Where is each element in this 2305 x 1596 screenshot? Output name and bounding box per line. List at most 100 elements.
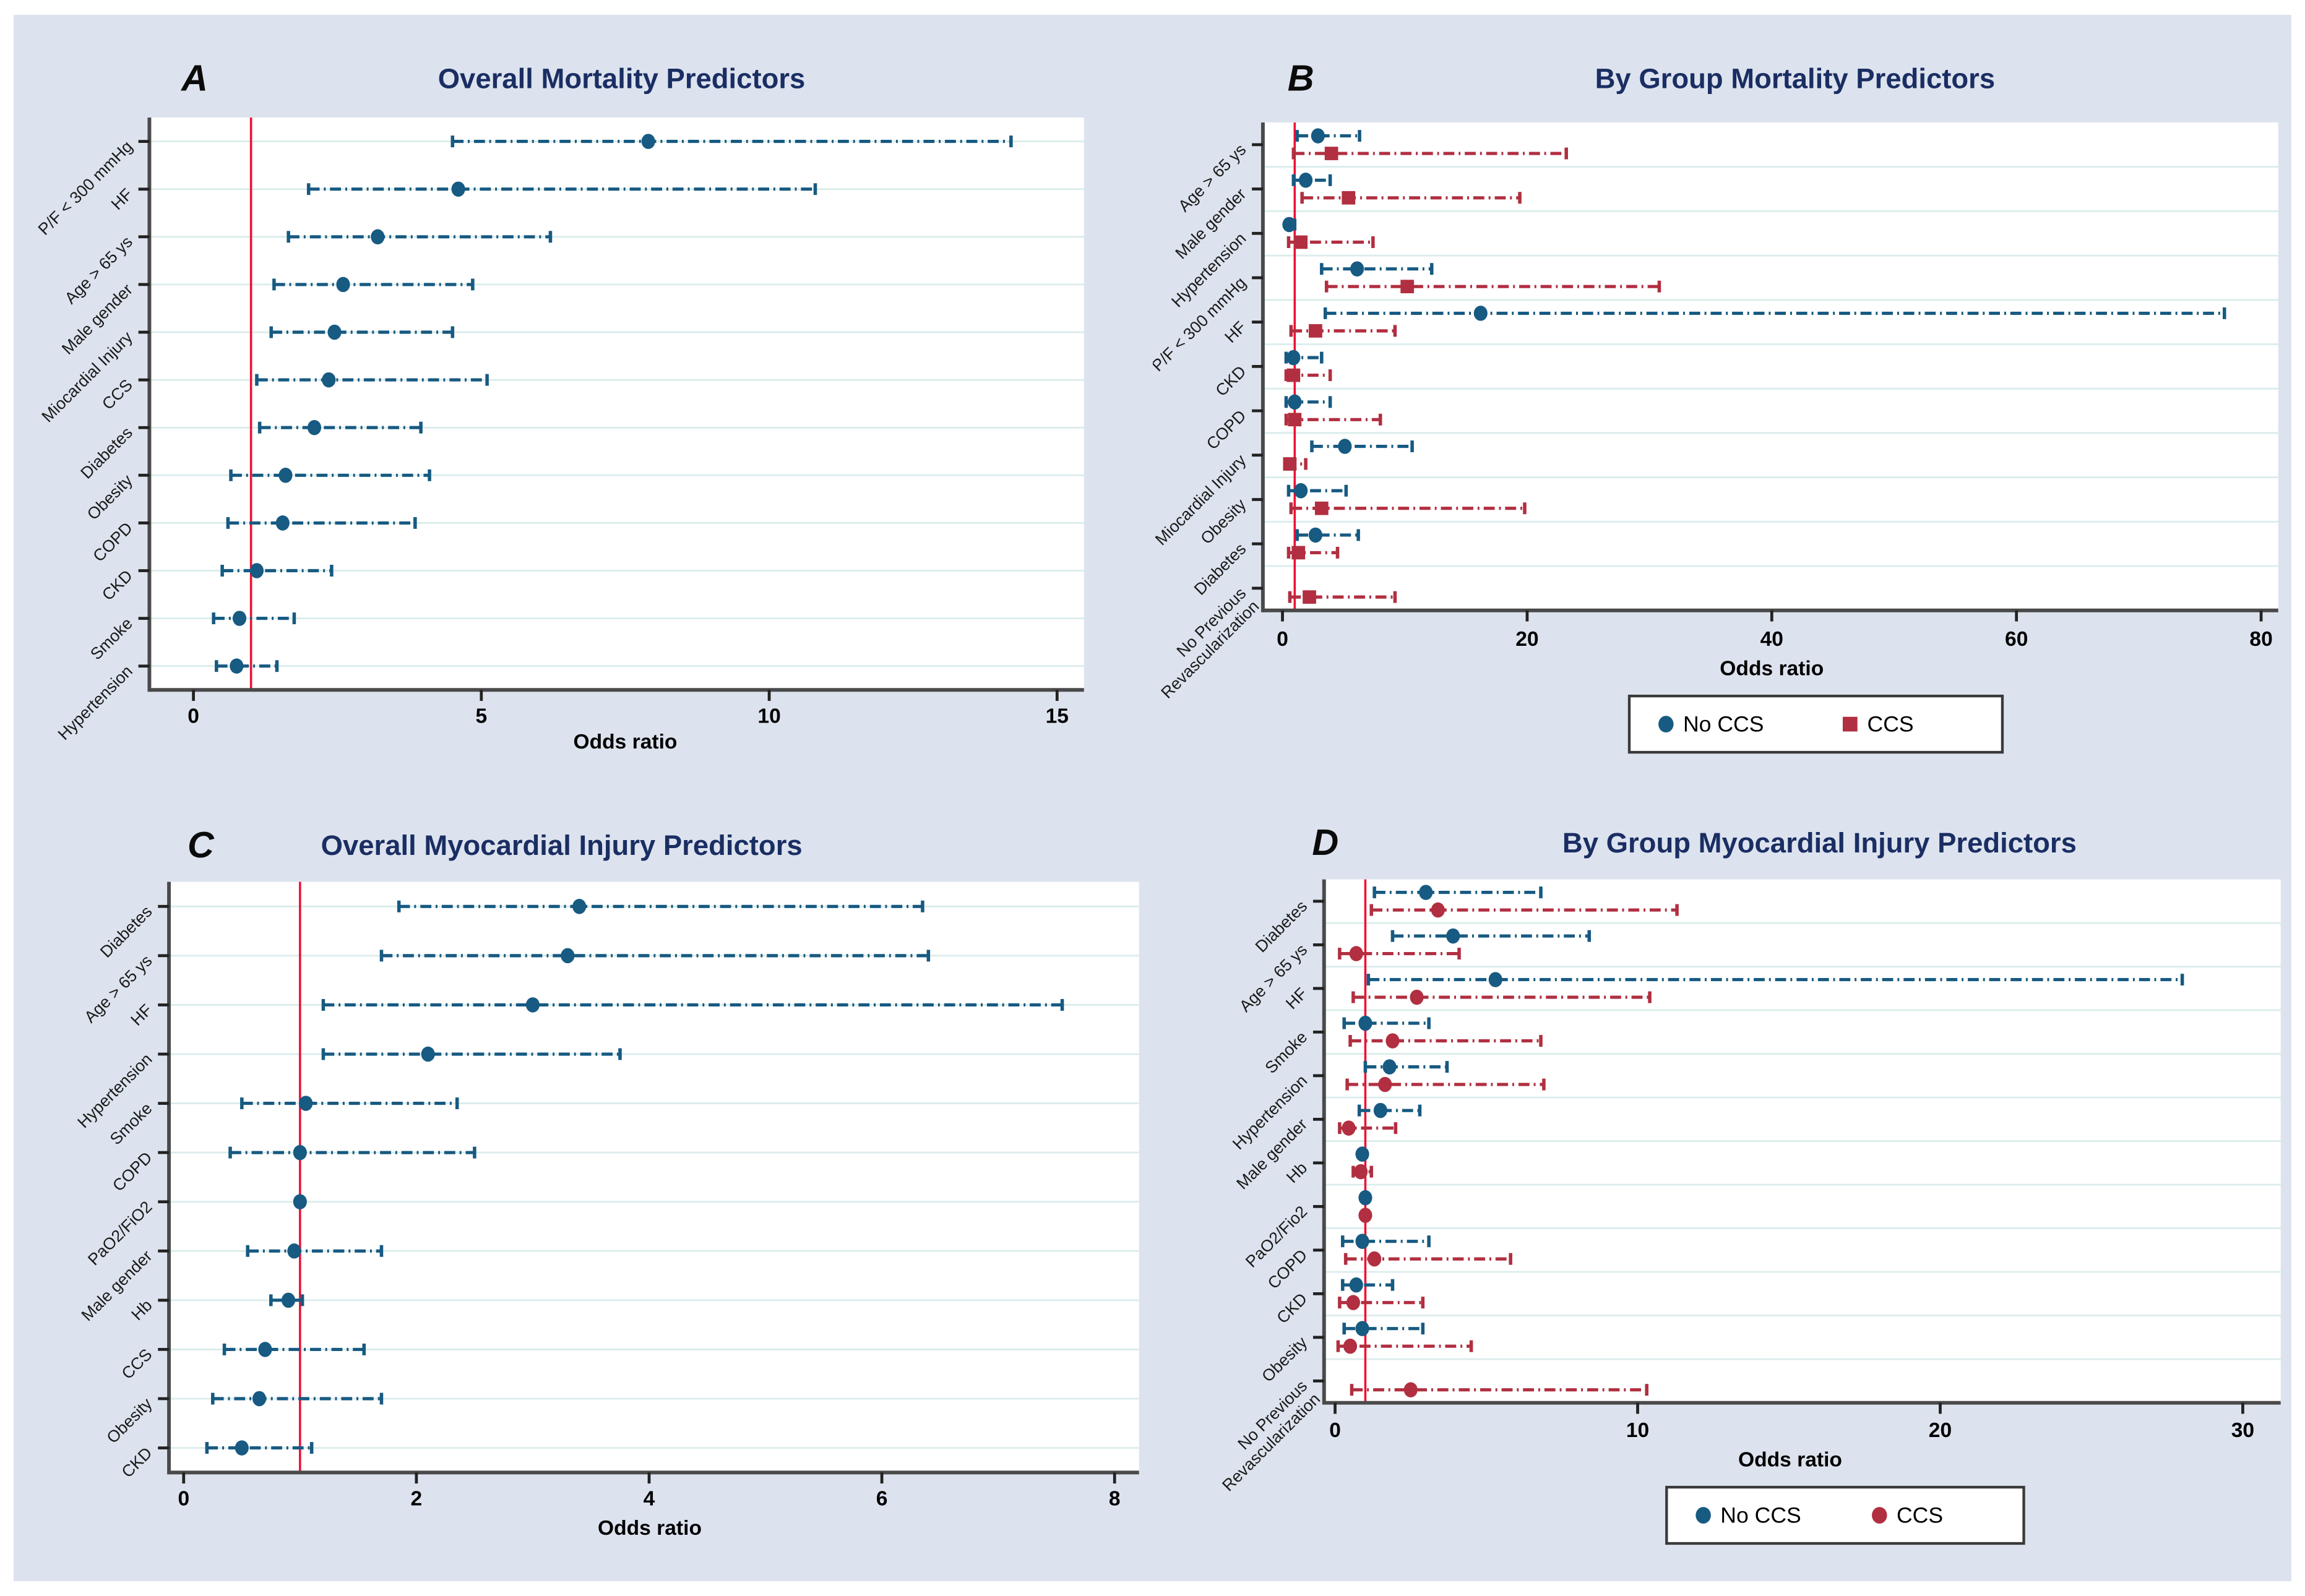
- data-point: [327, 324, 342, 340]
- data-point: [249, 563, 264, 578]
- legend-box: [1665, 1486, 2025, 1545]
- data-point: [525, 997, 540, 1013]
- quadrant-B: 0 20 40 60 80 Age > 65 ys Male gender Hypertens…: [1153, 15, 2292, 804]
- data-point: [1349, 1277, 1363, 1293]
- data-point: [230, 658, 244, 674]
- data-point: [336, 277, 350, 293]
- data-point: [1410, 989, 1424, 1005]
- y-category-label: Hypertension: [54, 662, 136, 744]
- data-point: [1293, 235, 1308, 249]
- data-point: [232, 611, 247, 626]
- panel-title: Overall Myocardial Injury Predictors: [321, 830, 803, 861]
- data-point: [1350, 261, 1364, 277]
- y-category-label: CKD: [98, 566, 136, 604]
- data-point: [1286, 350, 1300, 366]
- data-point: [1382, 1059, 1397, 1075]
- y-category-label: Hb: [127, 1296, 155, 1324]
- legend-label: CCS: [1896, 1503, 1942, 1528]
- data-point: [1337, 439, 1351, 454]
- y-category-label: Obesity: [1258, 1332, 1311, 1386]
- x-tick-label: 0: [1329, 1419, 1341, 1442]
- x-tick-label: 2: [411, 1488, 423, 1511]
- quadrant-D: 0 10 20 30 Diabetes Age > 65 ys HF Smoke Hyperte…: [1153, 804, 2292, 1592]
- x-tick-label: 6: [876, 1488, 888, 1511]
- y-category-label: COPD: [1202, 406, 1249, 453]
- y-category-label: Smoke: [1261, 1028, 1311, 1077]
- data-point: [451, 181, 465, 197]
- y-category-label: Diabetes: [97, 902, 156, 961]
- legend-marker: [1842, 716, 1858, 732]
- data-point: [1373, 1102, 1387, 1118]
- panel-letter: D: [1312, 822, 1338, 863]
- x-tick-label: 20: [1515, 628, 1538, 651]
- data-point: [275, 515, 290, 531]
- data-point: [371, 229, 385, 245]
- legend-marker: [1658, 716, 1674, 733]
- x-axis-label: Odds ratio: [573, 731, 677, 753]
- data-point: [1355, 1233, 1369, 1250]
- data-point: [1385, 1033, 1400, 1049]
- data-point: [1346, 1295, 1360, 1310]
- x-tick-label: 15: [1046, 705, 1069, 728]
- x-axis-label: Odds ratio: [1738, 1449, 1842, 1472]
- y-category-label: CKD: [1273, 1289, 1311, 1327]
- x-tick-label: 80: [2249, 628, 2272, 651]
- y-category-label: Smoke: [87, 614, 136, 664]
- y-category-label: Obesity: [103, 1394, 156, 1448]
- panel-letter: B: [1287, 58, 1314, 99]
- forest-plot-figure: 0 5 10 15 P/F < 300 mmHg HF Age > 65 ys Male ge…: [14, 15, 2291, 1581]
- y-category-label: HF: [127, 1000, 155, 1029]
- legend-label: CCS: [1867, 711, 1913, 736]
- x-tick-label: 0: [1277, 628, 1288, 651]
- data-point: [307, 419, 322, 435]
- data-point: [1358, 1015, 1372, 1031]
- data-point: [1314, 501, 1329, 515]
- data-point: [252, 1391, 267, 1407]
- panel-title: By Group Mortality Predictors: [1595, 63, 1995, 95]
- data-point: [1293, 483, 1308, 499]
- y-category-label: Diabetes: [77, 423, 136, 483]
- data-point: [421, 1046, 435, 1062]
- y-category-label: No PreviousRevascularization: [1153, 584, 1262, 702]
- data-point: [1298, 173, 1312, 188]
- panel-letter: A: [180, 58, 208, 99]
- legend-marker: [1695, 1507, 1711, 1524]
- quadrant-C: 0 2 4 6 8 Diabetes Age > 65 ys HF Hypertension Sm…: [14, 804, 1153, 1592]
- data-point: [1282, 217, 1296, 233]
- data-point: [1302, 590, 1316, 604]
- data-point: [1403, 1382, 1418, 1398]
- data-point: [1367, 1251, 1381, 1267]
- data-point: [322, 372, 336, 388]
- data-point: [1431, 902, 1445, 918]
- x-tick-label: 4: [644, 1488, 655, 1511]
- data-point: [1286, 368, 1300, 382]
- plot-background: [1262, 122, 2278, 611]
- x-axis-label: Odds ratio: [1720, 658, 1824, 680]
- data-point: [1355, 1321, 1369, 1337]
- quadrant-A: 0 5 10 15 P/F < 300 mmHg HF Age > 65 ys Male ge…: [14, 15, 1153, 804]
- y-category-label: Hb: [1282, 1159, 1310, 1186]
- y-category-label: CCS: [98, 375, 136, 413]
- y-category-label: HF: [108, 185, 136, 213]
- data-point: [1377, 1076, 1392, 1092]
- data-point: [1418, 885, 1433, 900]
- data-point: [1283, 457, 1296, 471]
- data-point: [1287, 394, 1301, 410]
- y-category-label: CKD: [118, 1444, 156, 1482]
- plot-background: [169, 882, 1139, 1473]
- data-point: [235, 1440, 249, 1456]
- y-category-label: No PreviousRevascularization: [1205, 1376, 1324, 1495]
- legend-label: No CCS: [1682, 711, 1763, 736]
- y-category-label: Smoke: [106, 1099, 156, 1149]
- data-point: [1287, 413, 1301, 427]
- plot-background: [149, 118, 1084, 690]
- data-point: [1358, 1190, 1372, 1206]
- data-point: [1324, 147, 1338, 160]
